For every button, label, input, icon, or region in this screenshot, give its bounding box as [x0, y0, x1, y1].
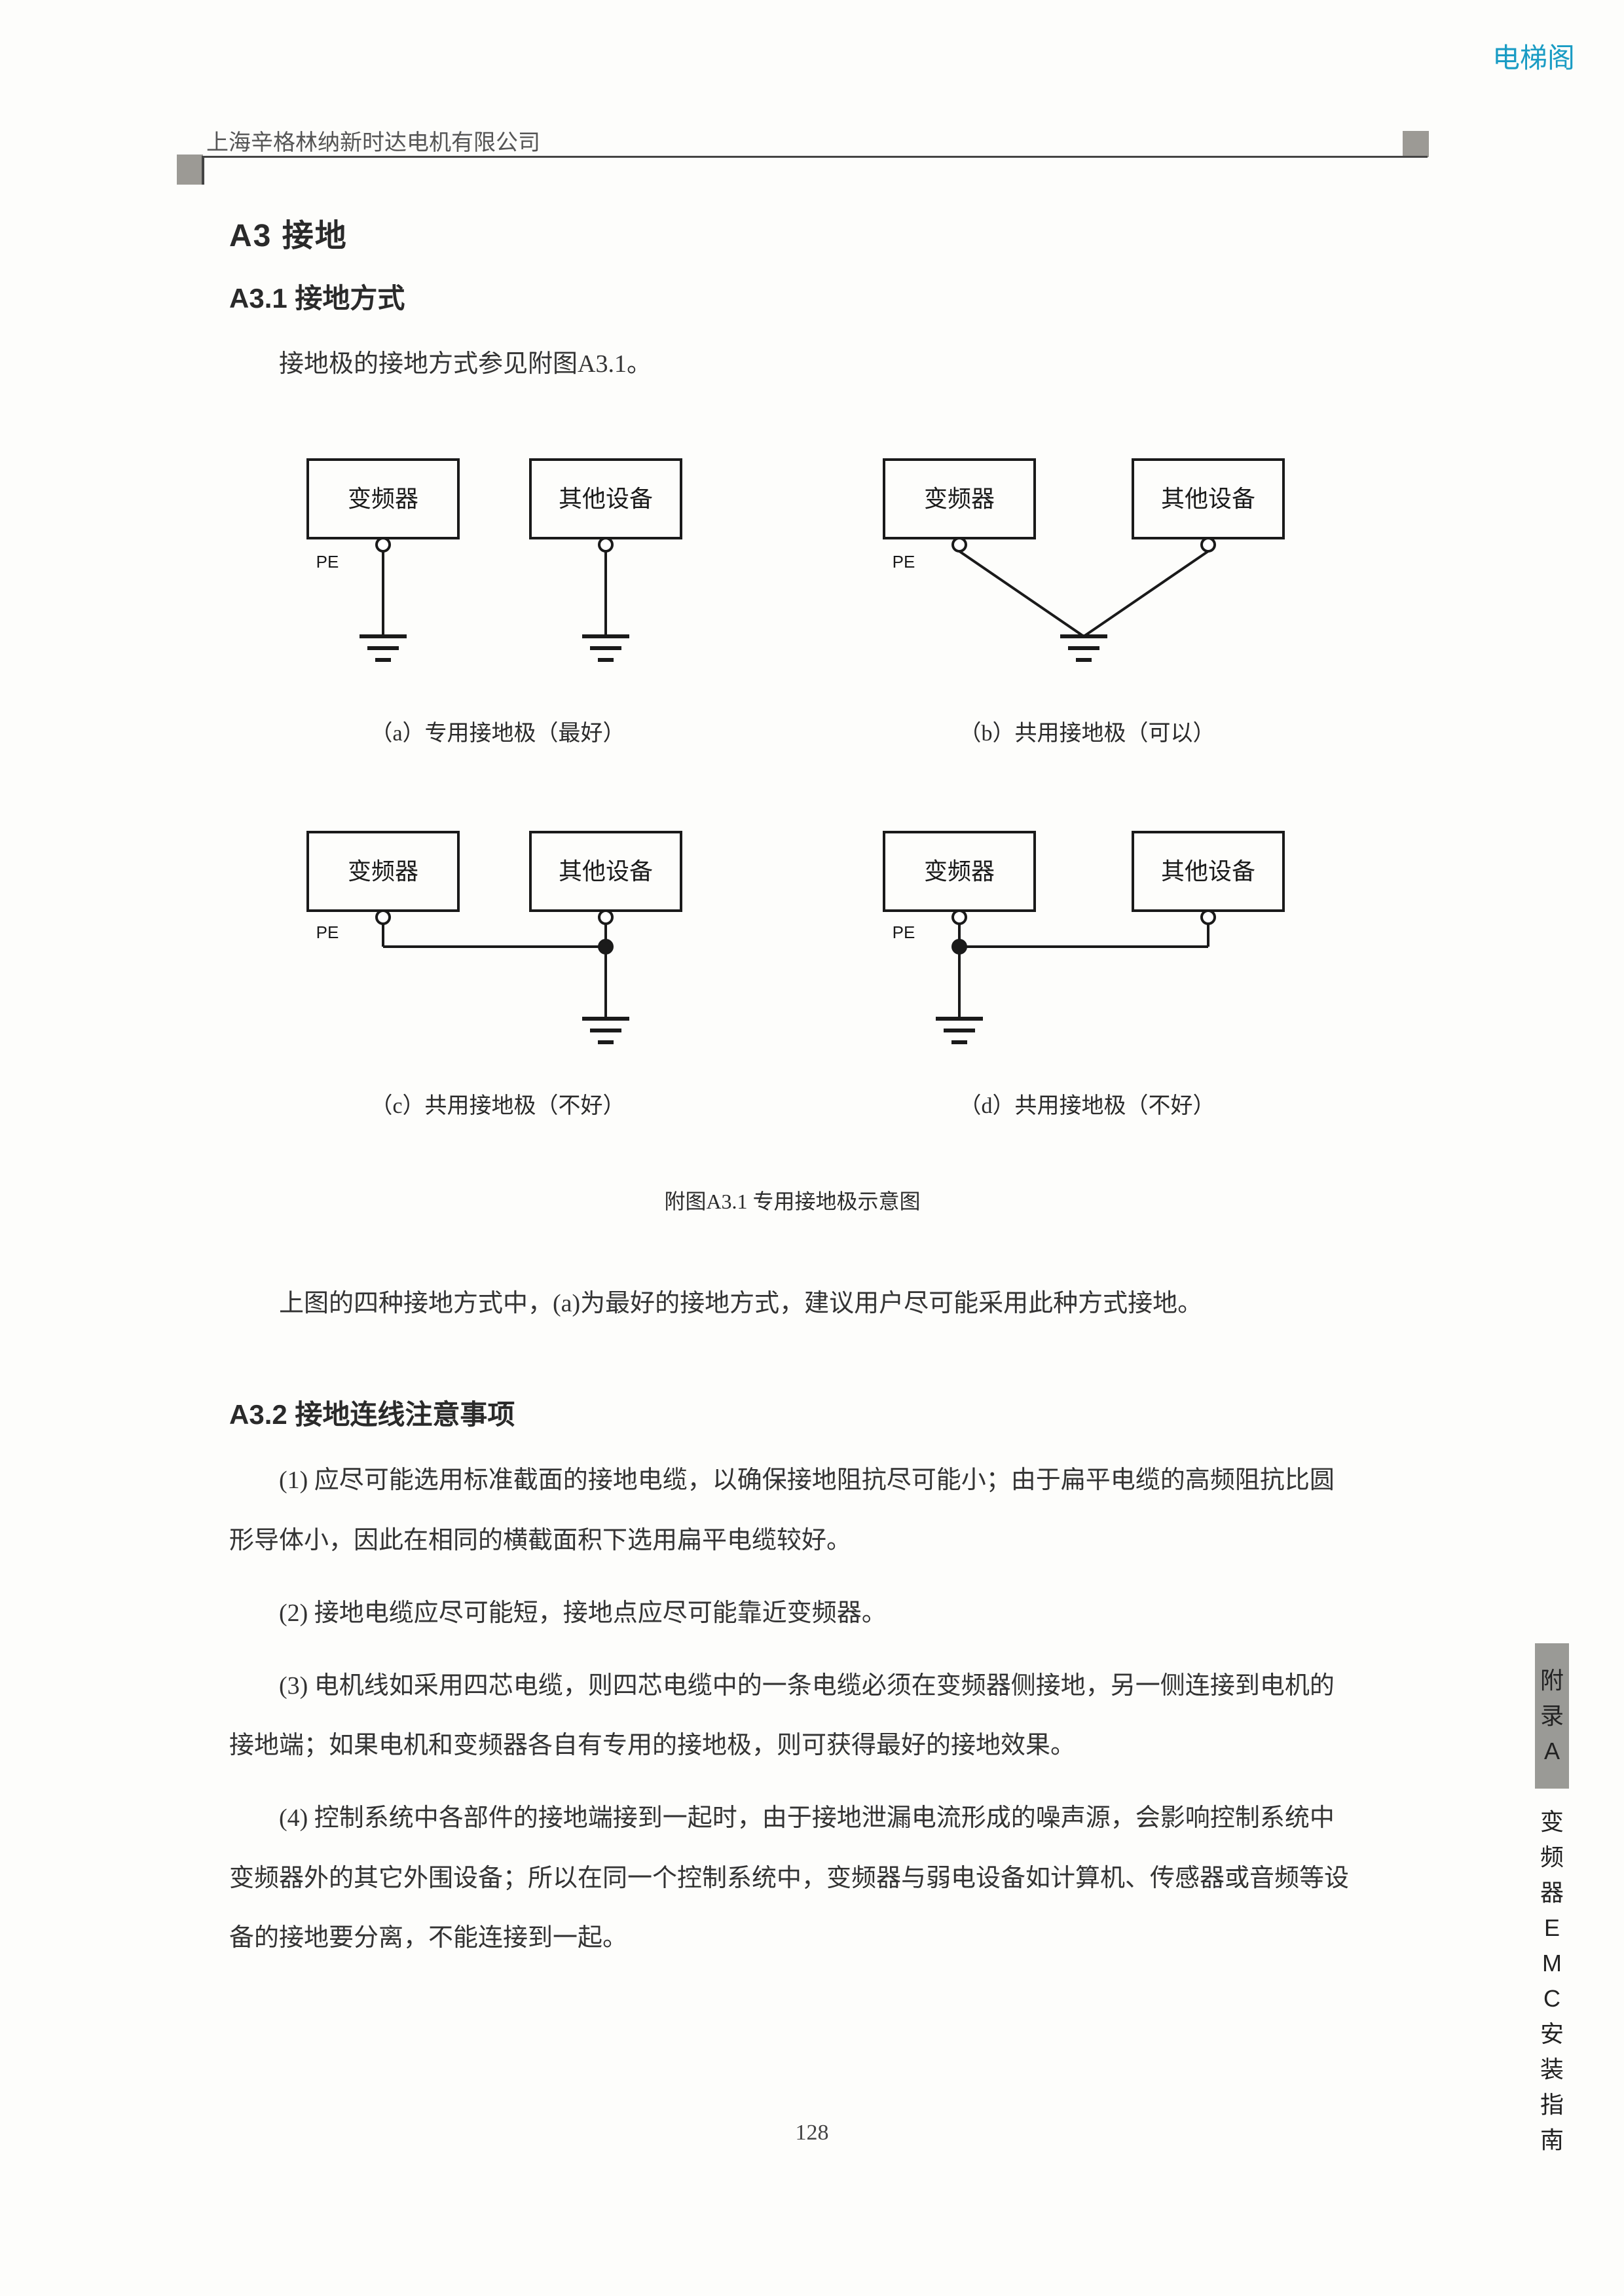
- side-tab-char: 指: [1540, 2087, 1564, 2123]
- side-tab-section-b: 变频器EMC安装指南: [1535, 1789, 1569, 2158]
- item-2: (2) 接地电缆应尽可能短，接地点应尽可能靠近变频器。: [229, 1584, 1356, 1643]
- page-header: 上海辛格林纳新时达电机有限公司: [203, 124, 1428, 164]
- side-tab-char: 录: [1540, 1698, 1564, 1734]
- side-tab-char: 变: [1540, 1804, 1564, 1840]
- side-tab: 附录A 变频器EMC安装指南: [1532, 1643, 1572, 2158]
- side-tab-char: 装: [1540, 2052, 1564, 2087]
- paragraph-summary: 上图的四种接地方式中，(a)为最好的接地方式，建议用户尽可能采用此种方式接地。: [229, 1274, 1356, 1334]
- svg-text:其他设备: 其他设备: [1161, 486, 1255, 512]
- diagram-c: 变频器 其他设备 PE （c）共用接地极（不好）: [229, 812, 766, 1159]
- item-4: (4) 控制系统中各部件的接地端接到一起时，由于接地泄漏电流形成的噪声源，会影响…: [229, 1789, 1356, 1968]
- caption-c: （c）共用接地极（不好）: [370, 1087, 625, 1120]
- page-number: 128: [0, 2121, 1624, 2145]
- svg-text:其他设备: 其他设备: [559, 858, 653, 884]
- heading-a3-1: A3.1 接地方式: [229, 276, 1356, 316]
- svg-text:变频器: 变频器: [924, 486, 995, 512]
- company-name: 上海辛格林纳新时达电机有限公司: [203, 124, 1428, 156]
- side-tab-char: E: [1544, 1910, 1560, 1946]
- side-tab-char: 安: [1540, 2016, 1564, 2052]
- header-rule-vert: [202, 156, 204, 185]
- header-rule: [203, 156, 1428, 158]
- svg-text:变频器: 变频器: [348, 486, 418, 512]
- svg-text:变频器: 变频器: [924, 858, 995, 884]
- item-1: (1) 应尽可能选用标准截面的接地电缆，以确保接地阻抗尽可能小；由于扁平电缆的高…: [229, 1451, 1356, 1570]
- svg-text:PE: PE: [893, 552, 915, 572]
- caption-a: （a）专用接地极（最好）: [370, 715, 625, 747]
- svg-text:PE: PE: [893, 922, 915, 942]
- figure-a3-1: 变频器其他设备PE （a）专用接地极（最好） 变频器其他设备PE （b）共用接地…: [229, 440, 1356, 1215]
- watermark: 电梯阁: [1492, 36, 1575, 76]
- caption-b: （b）共用接地极（可以）: [959, 715, 1215, 747]
- page-content: 上海辛格林纳新时达电机有限公司 A3 接地 A3.1 接地方式 接地极的接地方式…: [203, 124, 1428, 1981]
- heading-a3: A3 接地: [229, 210, 1356, 255]
- intro-paragraph: 接地极的接地方式参见附图A3.1。: [229, 335, 1356, 394]
- item-3: (3) 电机线如采用四芯电缆，则四芯电缆中的一条电缆必须在变频器侧接地，另一侧连…: [229, 1656, 1356, 1776]
- header-decor-right: [1403, 131, 1429, 157]
- caption-d: （d）共用接地极（不好）: [959, 1087, 1215, 1120]
- figure-title: 附图A3.1 专用接地极示意图: [229, 1185, 1356, 1215]
- side-tab-char: 器: [1540, 1875, 1564, 1910]
- svg-text:其他设备: 其他设备: [1161, 858, 1255, 884]
- svg-text:PE: PE: [316, 552, 339, 572]
- heading-a3-2: A3.2 接地连线注意事项: [229, 1393, 1356, 1432]
- diagram-a: 变频器 其他设备 PE （a）专用接地极（最好）: [229, 440, 766, 786]
- diagram-d: 变频器 其他设备 PE （d）共用接地极（不好）: [819, 812, 1356, 1159]
- svg-text:变频器: 变频器: [348, 858, 418, 884]
- content-area: A3 接地 A3.1 接地方式 接地极的接地方式参见附图A3.1。 变频器其他设…: [203, 210, 1428, 1968]
- svg-text:PE: PE: [316, 922, 339, 942]
- svg-text:其他设备: 其他设备: [559, 486, 653, 512]
- side-tab-section-a: 附录A: [1535, 1643, 1569, 1789]
- header-decor-left: [177, 155, 203, 185]
- side-tab-char: 频: [1540, 1840, 1564, 1875]
- diagram-b: 变频器 其他设备 PE （b）共用接地极（可以）: [819, 440, 1356, 786]
- side-tab-char: 附: [1540, 1663, 1564, 1698]
- side-tab-char: C: [1543, 1981, 1560, 2016]
- side-tab-char: A: [1544, 1734, 1560, 1769]
- side-tab-char: M: [1542, 1946, 1562, 1981]
